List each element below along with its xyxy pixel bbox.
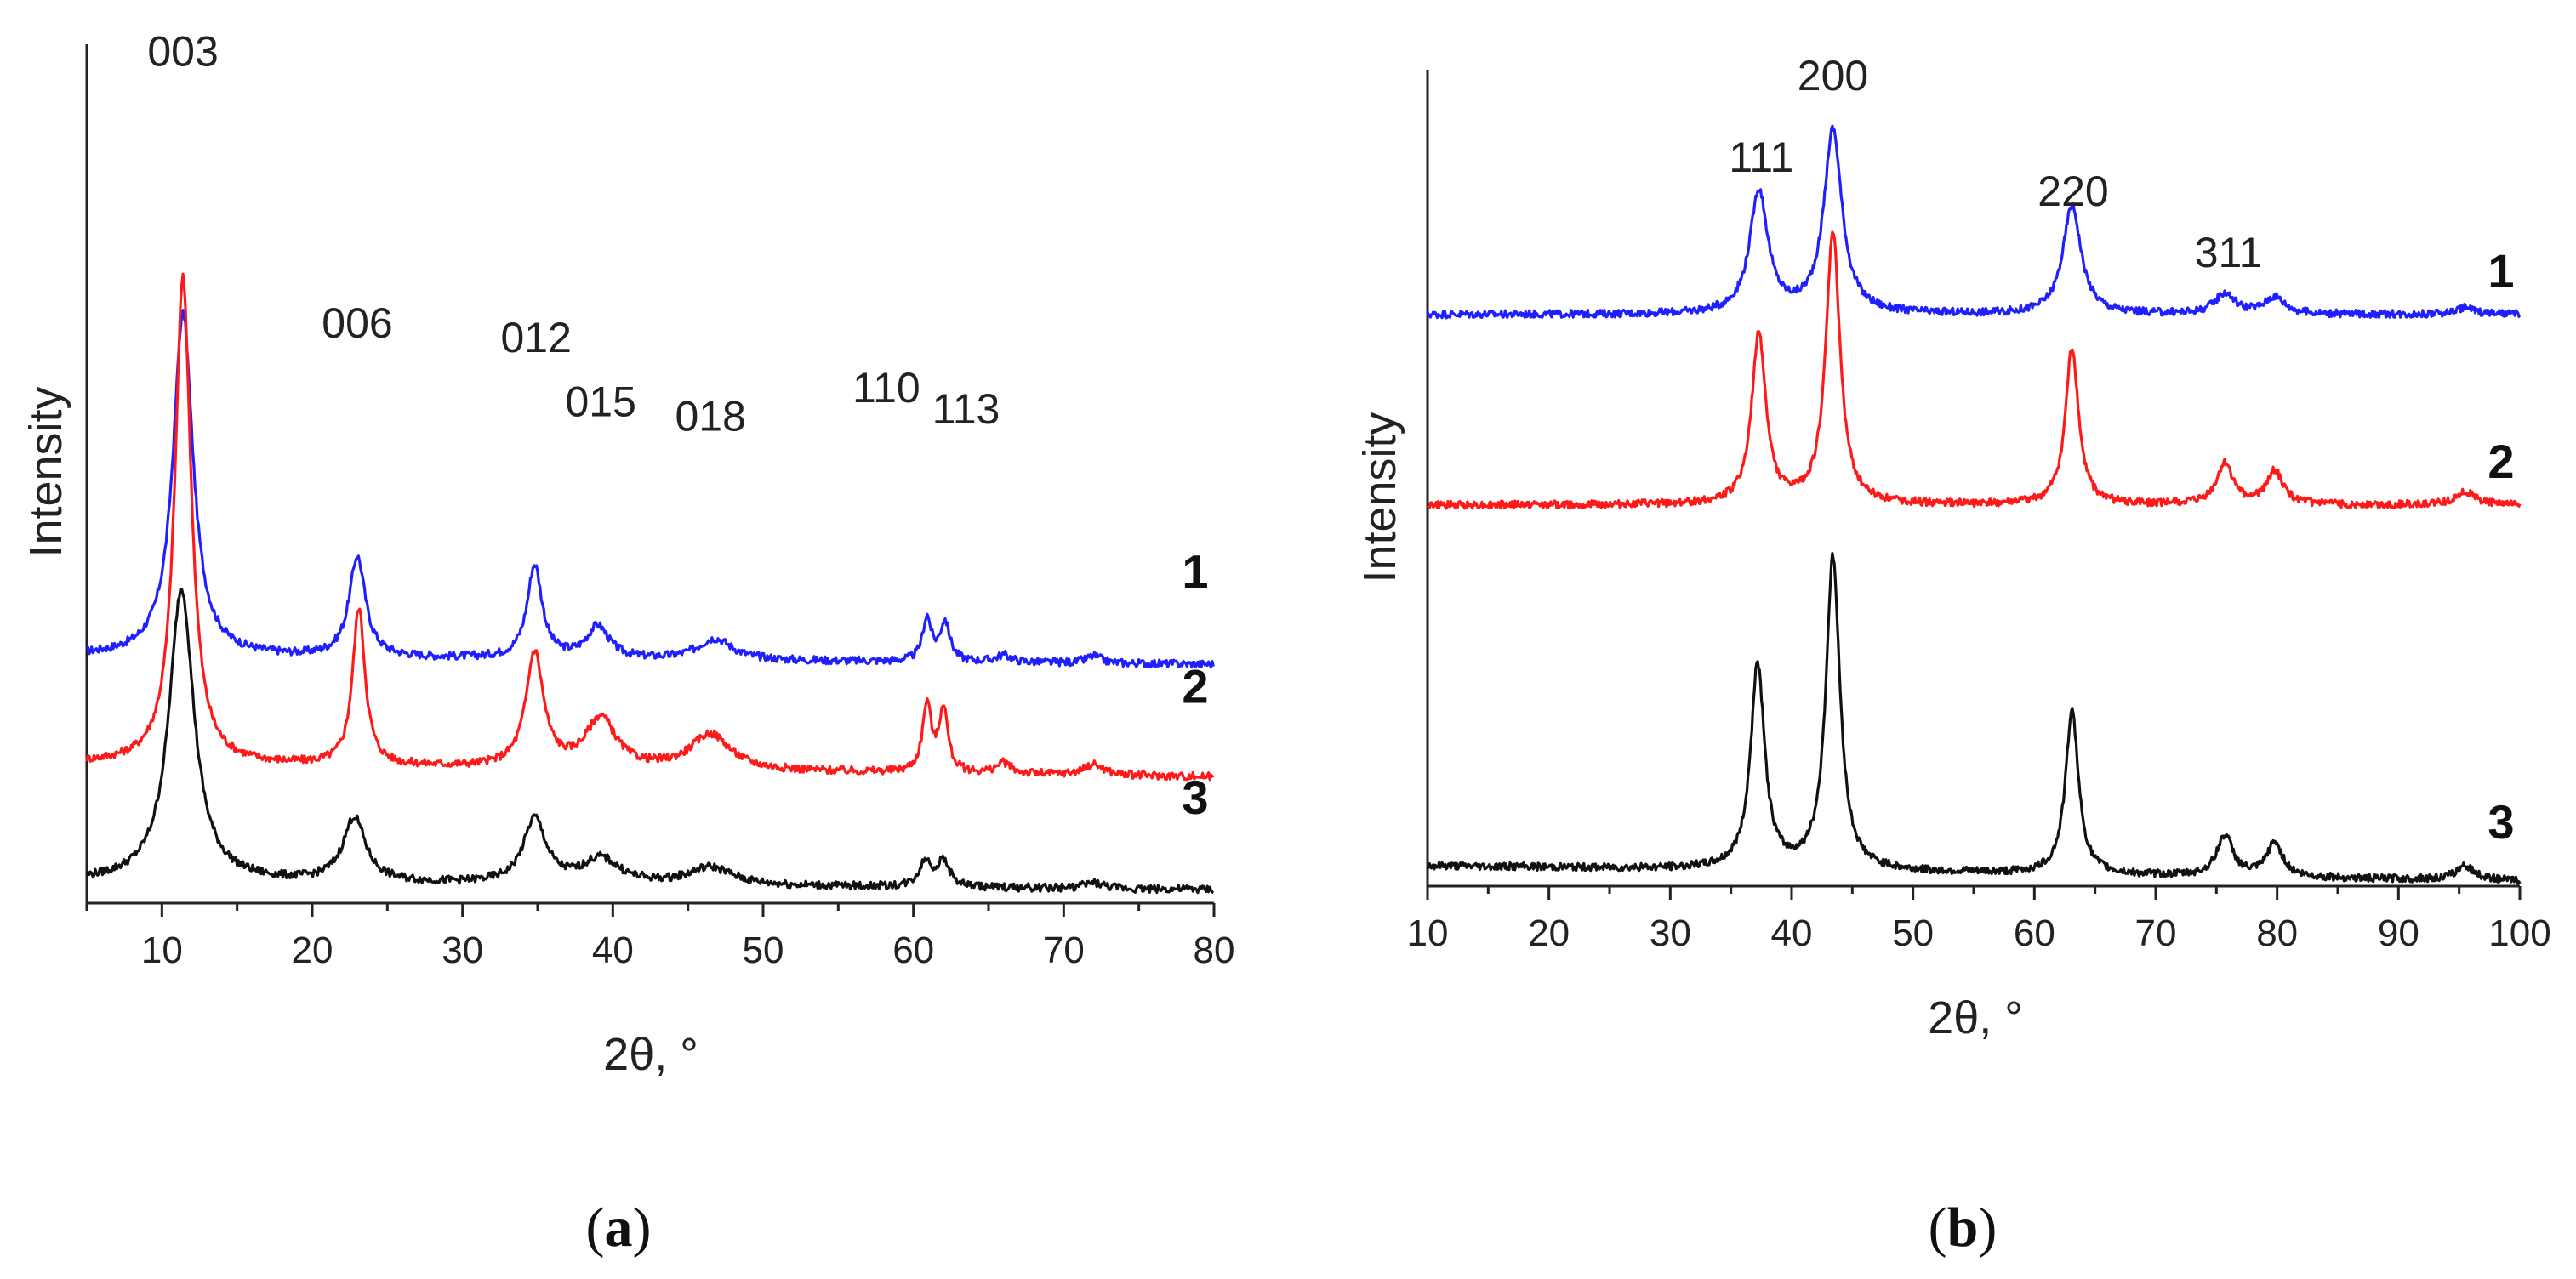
panel-b-curves — [1426, 124, 2522, 885]
series-label-1: 1 — [2488, 244, 2514, 298]
panel-a-x-axis-title: 2θ, ° — [603, 1029, 698, 1080]
panel-b-x-axis-title: 2θ, ° — [1928, 992, 2023, 1043]
series-label-1: 1 — [1182, 545, 1208, 599]
x-tick-label: 10 — [141, 929, 183, 971]
peak-label-006: 006 — [322, 299, 392, 347]
x-tick-label: 50 — [743, 929, 784, 971]
x-tick-label: 60 — [2014, 912, 2055, 954]
x-tick-label: 80 — [2256, 912, 2298, 954]
series-3-line — [1426, 552, 2522, 885]
panel-a-peak-labels: 003 006 012 015 018 110 113 — [147, 27, 1000, 440]
x-tick-label: 30 — [442, 929, 483, 971]
peak-label-110: 110 — [852, 364, 920, 412]
series-1-line — [1426, 124, 2522, 320]
x-tick-label: 70 — [1043, 929, 1085, 971]
peak-label-015: 015 — [565, 378, 635, 426]
panel-a: 10 20 30 40 50 60 70 80 003 006 012 015 018 110 113 1… — [20, 27, 1234, 1259]
x-tick-label: 20 — [1528, 912, 1570, 954]
series-1-line — [86, 309, 1215, 669]
x-tick-label: 10 — [1407, 912, 1449, 954]
peak-label-012: 012 — [501, 314, 572, 361]
panel-a-ticks: 10 20 30 40 50 60 70 80 — [85, 903, 1235, 971]
panel-b-label-letter: b — [1947, 1197, 1979, 1259]
series-label-2: 2 — [2488, 435, 2514, 488]
peak-label-220: 220 — [2037, 168, 2108, 215]
x-tick-label: 90 — [2378, 912, 2419, 954]
panel-a-label-open: ( — [586, 1197, 605, 1259]
panel-a-label: (a) — [586, 1197, 652, 1259]
peak-label-003: 003 — [147, 27, 218, 75]
x-tick-label: 50 — [1892, 912, 1934, 954]
peak-label-018: 018 — [675, 393, 745, 441]
peak-label-111: 111 — [1729, 134, 1793, 181]
series-label-2: 2 — [1182, 659, 1208, 713]
panel-b-series-labels: 1 2 3 — [2488, 244, 2514, 849]
x-tick-label: 100 — [2488, 912, 2550, 954]
panel-b-y-axis-title: Intensity — [1354, 412, 1405, 583]
panel-b-label: (b) — [1929, 1197, 1998, 1259]
x-tick-label: 40 — [1771, 912, 1813, 954]
panel-a-label-letter: a — [605, 1197, 633, 1259]
series-label-3: 3 — [2488, 795, 2514, 849]
x-tick-label: 70 — [2135, 912, 2177, 954]
panel-a-y-axis-title: Intensity — [20, 386, 71, 557]
panel-b-label-open: ( — [1929, 1197, 1947, 1259]
panel-a-curves — [85, 272, 1215, 895]
peak-label-113: 113 — [932, 385, 1000, 433]
panel-a-series-labels: 1 2 3 — [1182, 545, 1208, 824]
x-tick-label: 20 — [292, 929, 333, 971]
x-tick-label: 80 — [1194, 929, 1235, 971]
series-2-line — [85, 272, 1215, 782]
x-tick-label: 30 — [1650, 912, 1691, 954]
series-3-line — [85, 588, 1215, 895]
peak-label-311: 311 — [2195, 229, 2263, 276]
peak-label-200: 200 — [1798, 52, 1868, 99]
panel-b-label-close: ) — [1978, 1197, 1997, 1259]
series-2-line — [1426, 230, 2522, 510]
panel-a-label-close: ) — [633, 1197, 652, 1259]
x-tick-label: 60 — [892, 929, 934, 971]
series-label-3: 3 — [1182, 770, 1208, 824]
panel-b-ticks: 10 20 30 40 50 60 70 80 90 100 — [1407, 886, 2551, 954]
x-tick-label: 40 — [592, 929, 634, 971]
